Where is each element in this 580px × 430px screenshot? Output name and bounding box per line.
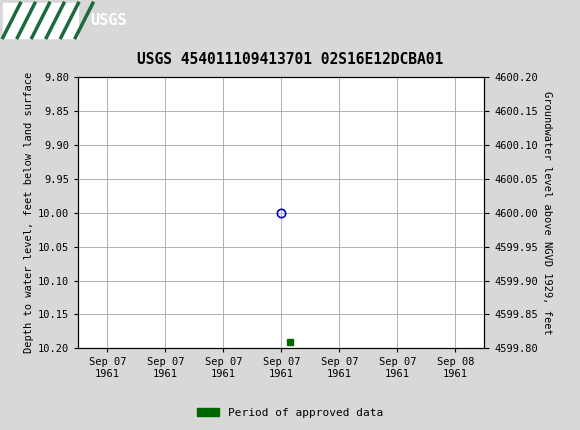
Text: USGS 454011109413701 02S16E12DCBA01: USGS 454011109413701 02S16E12DCBA01 <box>137 52 443 67</box>
Y-axis label: Depth to water level, feet below land surface: Depth to water level, feet below land su… <box>24 72 34 353</box>
FancyBboxPatch shape <box>3 3 78 37</box>
Legend: Period of approved data: Period of approved data <box>193 403 387 422</box>
Text: USGS: USGS <box>90 13 126 28</box>
Y-axis label: Groundwater level above NGVD 1929, feet: Groundwater level above NGVD 1929, feet <box>542 91 552 335</box>
